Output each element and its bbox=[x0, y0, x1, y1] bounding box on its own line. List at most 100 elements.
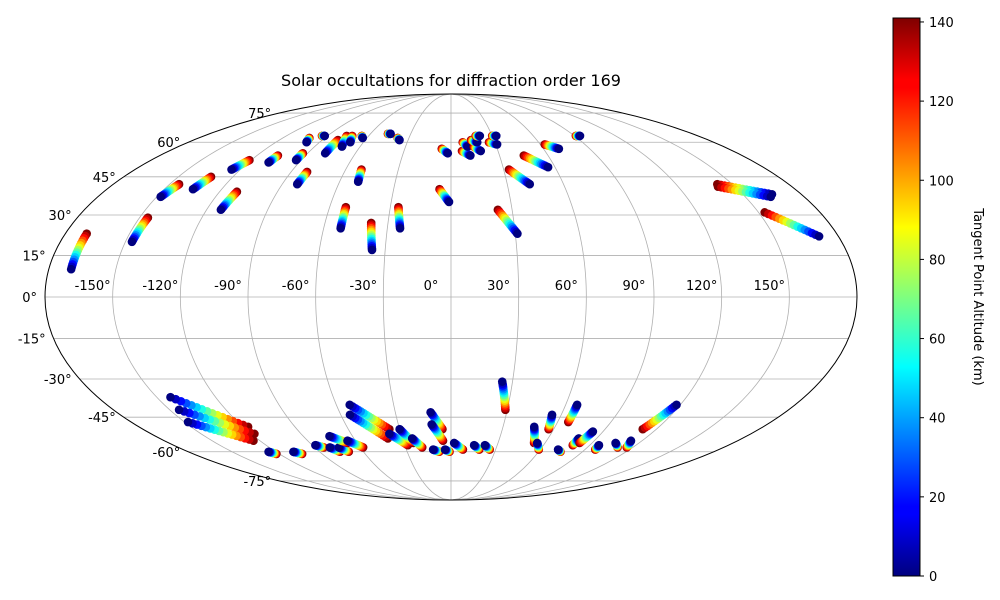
occultation-track bbox=[563, 400, 582, 427]
occultation-track bbox=[493, 205, 522, 238]
track-point bbox=[463, 142, 472, 151]
colorbar-label: Tangent Point Altitude (km) bbox=[970, 207, 985, 385]
lat-tick-label: 60° bbox=[157, 136, 180, 151]
track-point bbox=[386, 129, 395, 139]
occultation-track bbox=[264, 151, 283, 167]
track-point bbox=[492, 140, 502, 149]
occultation-track bbox=[638, 400, 681, 434]
track-point bbox=[814, 232, 824, 241]
colorbar bbox=[892, 17, 921, 577]
map-boundary bbox=[44, 93, 858, 501]
track-point bbox=[491, 131, 501, 141]
occultation-track bbox=[611, 438, 622, 452]
occultation-track bbox=[394, 202, 405, 233]
track-point bbox=[291, 155, 301, 165]
lat-tick-label: 45° bbox=[93, 171, 116, 186]
track-point bbox=[289, 447, 298, 457]
lat-tick-label: 75° bbox=[248, 107, 271, 122]
track-point bbox=[611, 438, 620, 448]
occultation-track bbox=[449, 438, 468, 454]
track-point bbox=[325, 443, 335, 452]
occultation-track bbox=[519, 151, 553, 172]
track-point bbox=[532, 438, 542, 448]
grid-lines bbox=[45, 94, 857, 500]
occultation-track bbox=[311, 440, 329, 452]
track-point bbox=[525, 179, 535, 189]
track-point bbox=[320, 148, 330, 158]
track-point bbox=[428, 445, 438, 454]
occultation-track bbox=[469, 142, 486, 156]
track-point bbox=[449, 438, 459, 448]
track-point bbox=[469, 440, 479, 450]
grid-meridian bbox=[450, 94, 790, 500]
track-point bbox=[311, 440, 320, 450]
track-point bbox=[188, 184, 198, 194]
lat-tick-label: 15° bbox=[23, 249, 46, 264]
track-point bbox=[345, 400, 355, 410]
track-point bbox=[385, 429, 394, 439]
track-point bbox=[325, 431, 334, 441]
track-point bbox=[353, 177, 363, 187]
track-point bbox=[513, 229, 522, 238]
colorbar-tick-label: 40 bbox=[929, 412, 946, 427]
lon-tick-label: -150° bbox=[75, 279, 111, 294]
track-point bbox=[183, 417, 193, 427]
lon-tick-label: -120° bbox=[142, 279, 178, 294]
occultation-track bbox=[353, 165, 366, 187]
track-point bbox=[358, 133, 367, 143]
occultation-track bbox=[334, 443, 354, 457]
track-point bbox=[174, 405, 184, 415]
occultation-track bbox=[188, 172, 216, 194]
track-point bbox=[427, 420, 436, 429]
track-point bbox=[156, 192, 165, 202]
occultation-track bbox=[336, 202, 351, 233]
track-point bbox=[395, 135, 404, 145]
track-point bbox=[66, 264, 76, 274]
track-point bbox=[529, 422, 539, 432]
occultation-track bbox=[345, 131, 357, 147]
occultation-track bbox=[345, 400, 394, 434]
track-point bbox=[543, 162, 553, 172]
occultation-track bbox=[302, 133, 314, 147]
track-point bbox=[672, 400, 681, 410]
track-point bbox=[345, 137, 355, 147]
occultation-tracks bbox=[66, 129, 824, 459]
track-point bbox=[337, 142, 347, 151]
occultation-track bbox=[532, 438, 544, 454]
track-point bbox=[443, 148, 453, 158]
track-point bbox=[466, 151, 475, 160]
colorbar-tick-label: 140 bbox=[929, 16, 954, 31]
track-point bbox=[367, 245, 377, 255]
colorbar-tick-label: 20 bbox=[929, 491, 946, 506]
occultation-track bbox=[575, 427, 598, 448]
occultation-track bbox=[435, 184, 454, 207]
occultation-track bbox=[571, 131, 585, 141]
occultation-track bbox=[289, 447, 307, 459]
occultation-track bbox=[480, 440, 494, 454]
occultation-track bbox=[366, 218, 377, 255]
track-point bbox=[476, 146, 486, 156]
occultation-track bbox=[487, 131, 501, 141]
occultation-track bbox=[622, 436, 636, 452]
occultation-track bbox=[127, 213, 153, 247]
occultation-track bbox=[760, 208, 824, 241]
lon-tick-label: 150° bbox=[754, 279, 785, 294]
occultation-track bbox=[343, 436, 368, 452]
occultation-track bbox=[66, 229, 91, 274]
occultation-track bbox=[317, 131, 330, 141]
track-point bbox=[395, 424, 404, 434]
lat-tick-label: -30° bbox=[44, 373, 72, 388]
occultation-track bbox=[437, 144, 453, 158]
tick-labels: -150° -120° -90° -60° -30° 0° 30° 60° 90° 120° 150… bbox=[18, 107, 785, 490]
track-point bbox=[426, 407, 435, 417]
track-point bbox=[554, 144, 564, 154]
track-point bbox=[497, 377, 507, 386]
track-point bbox=[264, 158, 273, 167]
occultation-track bbox=[427, 420, 448, 446]
occultation-track bbox=[440, 445, 454, 457]
occultation-track bbox=[357, 131, 367, 143]
occultation-track bbox=[484, 137, 502, 149]
grid-meridian bbox=[247, 94, 452, 500]
colorbar-tick-label: 60 bbox=[929, 333, 946, 348]
